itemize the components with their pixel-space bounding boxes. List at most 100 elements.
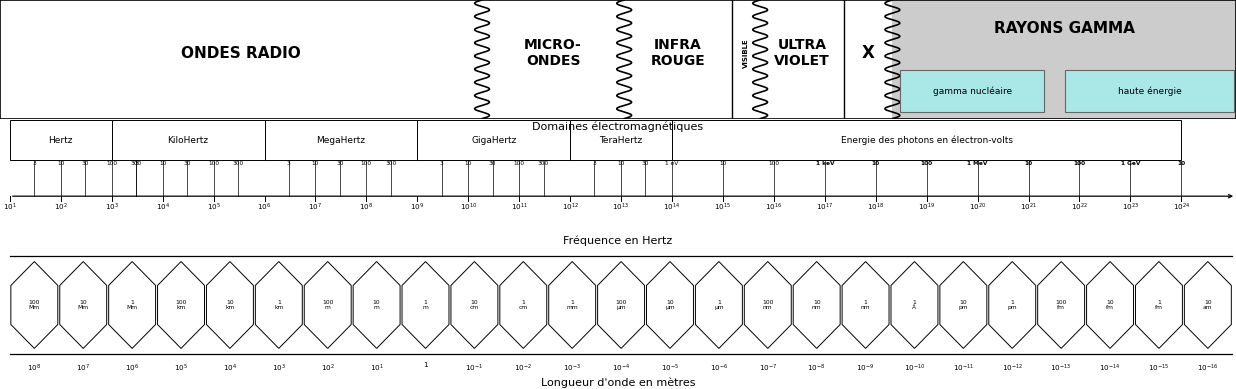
Text: Domaines électromagnétiques: Domaines électromagnétiques (533, 121, 703, 132)
Text: 1
cm: 1 cm (519, 300, 528, 310)
Bar (418, 120, 570, 160)
Polygon shape (842, 261, 889, 349)
Bar (624, 0, 732, 119)
Text: KiloHertz: KiloHertz (168, 136, 209, 145)
Polygon shape (794, 261, 840, 349)
Text: 100: 100 (1073, 161, 1085, 166)
Text: $10^{2}$: $10^{2}$ (54, 202, 68, 213)
Text: 1
mm: 1 mm (566, 300, 578, 310)
Text: 1
km: 1 km (274, 300, 283, 310)
Text: 1
pm: 1 pm (1007, 300, 1017, 310)
Text: 10: 10 (465, 161, 472, 166)
Text: $10^{10}$: $10^{10}$ (460, 202, 477, 213)
Text: TeraHertz: TeraHertz (599, 136, 643, 145)
Text: $10^{23}$: $10^{23}$ (1122, 202, 1140, 213)
Text: 10
m: 10 m (373, 300, 381, 310)
Text: 3: 3 (32, 161, 36, 166)
Text: $10^{-7}$: $10^{-7}$ (759, 363, 777, 374)
Text: $10^{-11}$: $10^{-11}$ (953, 363, 974, 374)
Bar (760, 0, 844, 119)
Text: $10^{11}$: $10^{11}$ (510, 202, 528, 213)
Text: 1 GeV: 1 GeV (1121, 161, 1140, 166)
Polygon shape (59, 261, 106, 349)
Text: 10: 10 (871, 161, 880, 166)
Text: $10^{1}$: $10^{1}$ (370, 363, 383, 374)
Text: 30: 30 (641, 161, 649, 166)
Text: $10^{14}$: $10^{14}$ (664, 202, 681, 213)
Text: 1: 1 (423, 363, 428, 368)
Text: $10^{-4}$: $10^{-4}$ (612, 363, 630, 374)
Text: $10^{-5}$: $10^{-5}$ (661, 363, 679, 374)
Bar (482, 0, 624, 119)
Text: $10^{-3}$: $10^{-3}$ (564, 363, 581, 374)
Text: 1 eV: 1 eV (665, 161, 679, 166)
Text: RAYONS GAMMA: RAYONS GAMMA (994, 21, 1135, 36)
Text: $10^{3}$: $10^{3}$ (272, 363, 286, 374)
Text: 1
fm: 1 fm (1154, 300, 1163, 310)
Text: $10^{7}$: $10^{7}$ (77, 363, 90, 374)
Text: $10^{16}$: $10^{16}$ (765, 202, 782, 213)
Text: 1
Mm: 1 Mm (126, 300, 137, 310)
Text: 10: 10 (719, 161, 727, 166)
Polygon shape (1086, 261, 1133, 349)
Text: $10^{-14}$: $10^{-14}$ (1099, 363, 1121, 374)
Text: $10^{19}$: $10^{19}$ (918, 202, 936, 213)
Text: Longueur d'onde en mètres: Longueur d'onde en mètres (541, 377, 695, 387)
Text: 10
nm: 10 nm (812, 300, 822, 310)
Text: $10^{8}$: $10^{8}$ (27, 363, 42, 374)
Polygon shape (499, 261, 546, 349)
Text: $10^{5}$: $10^{5}$ (174, 363, 188, 374)
Text: 300: 300 (232, 161, 243, 166)
Text: 300: 300 (386, 161, 397, 166)
Text: $10^{-8}$: $10^{-8}$ (807, 363, 826, 374)
Bar (892, 0, 1236, 119)
Bar (570, 120, 672, 160)
Text: 100
m: 100 m (323, 300, 334, 310)
Polygon shape (891, 261, 938, 349)
Polygon shape (353, 261, 400, 349)
Text: $10^{-9}$: $10^{-9}$ (857, 363, 875, 374)
Polygon shape (646, 261, 693, 349)
Text: 100: 100 (106, 161, 117, 166)
Text: $10^{3}$: $10^{3}$ (105, 202, 119, 213)
Text: 10: 10 (1025, 161, 1032, 166)
Text: 300: 300 (538, 161, 549, 166)
Text: $10^{-15}$: $10^{-15}$ (1148, 363, 1169, 374)
Polygon shape (696, 261, 743, 349)
Text: 10
km: 10 km (225, 300, 235, 310)
Text: VISIBLE: VISIBLE (743, 39, 749, 68)
Text: 100
nm: 100 nm (763, 300, 774, 310)
Text: 10
pm: 10 pm (959, 300, 968, 310)
Polygon shape (256, 261, 303, 349)
Text: 10
fm: 10 fm (1106, 300, 1114, 310)
Polygon shape (549, 261, 596, 349)
Text: Hertz: Hertz (48, 136, 73, 145)
Polygon shape (304, 261, 351, 349)
Polygon shape (157, 261, 204, 349)
Text: 100: 100 (921, 161, 933, 166)
Polygon shape (598, 261, 644, 349)
Text: $10^{20}$: $10^{20}$ (969, 202, 986, 213)
Text: 3: 3 (287, 161, 290, 166)
Text: 30: 30 (82, 161, 89, 166)
Text: 3: 3 (135, 161, 138, 166)
Text: $10^{2}$: $10^{2}$ (321, 363, 335, 374)
Polygon shape (744, 261, 791, 349)
Polygon shape (989, 261, 1036, 349)
Text: MegaHertz: MegaHertz (316, 136, 366, 145)
Text: 100: 100 (361, 161, 372, 166)
Text: 100
μm: 100 μm (616, 300, 627, 310)
Text: $10^{15}$: $10^{15}$ (714, 202, 732, 213)
Text: 100: 100 (769, 161, 780, 166)
Bar (844, 0, 892, 119)
Text: 10: 10 (1178, 161, 1185, 166)
Bar (265, 120, 418, 160)
Text: $10^{1}$: $10^{1}$ (2, 202, 17, 213)
Text: 30: 30 (489, 161, 497, 166)
Bar (111, 120, 265, 160)
Text: gamma nucléaire: gamma nucléaire (932, 86, 1012, 96)
Text: haute énergie: haute énergie (1117, 86, 1182, 96)
Text: 1 keV: 1 keV (816, 161, 834, 166)
Text: $10^{-10}$: $10^{-10}$ (904, 363, 926, 374)
Text: $10^{7}$: $10^{7}$ (309, 202, 323, 213)
